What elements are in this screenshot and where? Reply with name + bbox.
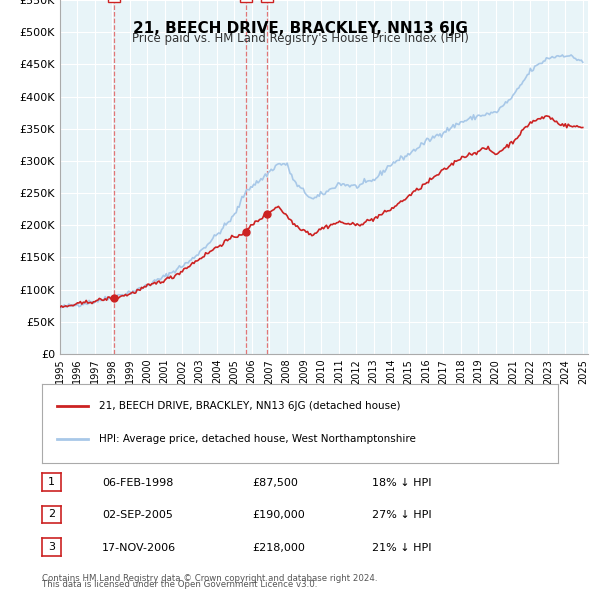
Text: 2: 2	[48, 510, 55, 519]
Text: 1: 1	[48, 477, 55, 487]
Text: 21% ↓ HPI: 21% ↓ HPI	[372, 543, 431, 552]
Text: 02-SEP-2005: 02-SEP-2005	[102, 510, 173, 520]
Text: 27% ↓ HPI: 27% ↓ HPI	[372, 510, 431, 520]
Text: £190,000: £190,000	[252, 510, 305, 520]
Text: Price paid vs. HM Land Registry's House Price Index (HPI): Price paid vs. HM Land Registry's House …	[131, 32, 469, 45]
Text: 06-FEB-1998: 06-FEB-1998	[102, 478, 173, 487]
Text: 21, BEECH DRIVE, BRACKLEY, NN13 6JG: 21, BEECH DRIVE, BRACKLEY, NN13 6JG	[133, 21, 467, 35]
Text: HPI: Average price, detached house, West Northamptonshire: HPI: Average price, detached house, West…	[99, 434, 416, 444]
Text: Contains HM Land Registry data © Crown copyright and database right 2024.: Contains HM Land Registry data © Crown c…	[42, 574, 377, 583]
Text: £218,000: £218,000	[252, 543, 305, 552]
Text: 21, BEECH DRIVE, BRACKLEY, NN13 6JG (detached house): 21, BEECH DRIVE, BRACKLEY, NN13 6JG (det…	[99, 401, 400, 411]
Text: 3: 3	[48, 542, 55, 552]
Text: 17-NOV-2006: 17-NOV-2006	[102, 543, 176, 552]
Text: £87,500: £87,500	[252, 478, 298, 487]
Text: This data is licensed under the Open Government Licence v3.0.: This data is licensed under the Open Gov…	[42, 580, 317, 589]
Text: 18% ↓ HPI: 18% ↓ HPI	[372, 478, 431, 487]
